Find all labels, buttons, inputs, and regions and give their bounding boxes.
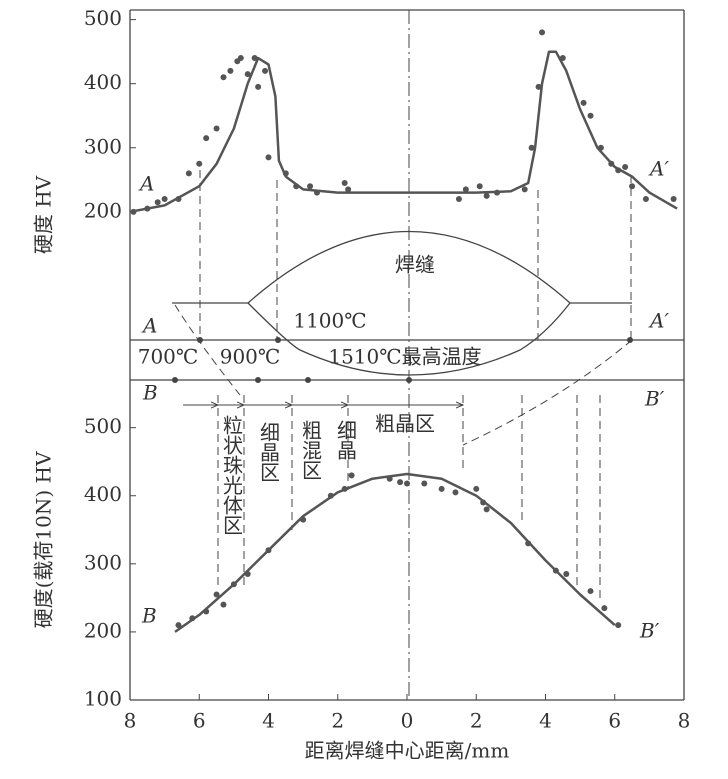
y-tick-label: 500	[84, 414, 122, 438]
zone-label: 粗混区	[299, 420, 323, 480]
data-point	[161, 196, 168, 203]
data-point	[213, 125, 220, 132]
temperature-label: 1100℃	[293, 309, 366, 333]
weld-label: 焊缝	[395, 253, 435, 277]
data-point	[580, 99, 587, 106]
temperature-label: 700℃	[138, 345, 199, 369]
x-tick-label: 2	[470, 709, 483, 733]
data-point	[473, 485, 480, 492]
y-tick-label: 400	[84, 482, 122, 506]
x-tick-label: 6	[608, 709, 621, 733]
line-b-left: B	[142, 381, 158, 405]
y-tick-label: 300	[84, 550, 122, 574]
data-point	[462, 186, 469, 193]
data-point	[521, 186, 528, 193]
y-tick-label: 500	[84, 6, 122, 30]
annotation: B	[141, 604, 157, 628]
x-tick-label: 8	[678, 709, 691, 733]
data-point	[539, 29, 546, 36]
data-point	[476, 183, 483, 190]
isotherm-right	[462, 339, 633, 446]
zone-label: 细晶	[334, 420, 358, 460]
temperature-label: 1510℃最高温度	[328, 345, 481, 369]
data-point	[175, 622, 182, 629]
data-point	[455, 196, 462, 203]
data-point	[220, 601, 227, 608]
x-tick-label: 4	[539, 709, 552, 733]
curve	[129, 50, 678, 214]
line-b-right: B′	[644, 387, 665, 411]
data-point	[404, 480, 410, 487]
data-point	[535, 83, 542, 90]
zone-label: 粗晶区	[375, 412, 435, 436]
data-point	[642, 196, 649, 203]
data-point	[341, 180, 348, 187]
data-point	[203, 135, 210, 142]
data-point	[483, 506, 490, 513]
y-tick-label: 400	[84, 70, 122, 94]
x-tick-label: 0	[401, 709, 414, 733]
data-point	[587, 112, 594, 119]
y-tick-label: 100	[84, 687, 122, 711]
data-point	[227, 67, 234, 74]
y-tick-label: 200	[84, 618, 122, 642]
data-point	[265, 154, 272, 161]
x-axis-title: 距离焊缝中心距离/mm	[305, 739, 510, 763]
boundary-lines	[199, 170, 632, 600]
isotherm-left	[174, 304, 241, 396]
data-point	[670, 196, 677, 203]
y-axis-title: 硬度 HV	[32, 175, 56, 254]
annotation: A	[138, 172, 154, 196]
data-point	[262, 67, 269, 74]
data-point	[345, 186, 352, 193]
x-tick-label: 8	[124, 709, 137, 733]
weld-top	[172, 230, 632, 304]
y-axis-title: 硬度(载荷10N) HV	[32, 451, 56, 628]
zone-label: 细晶区	[257, 422, 281, 482]
line-a-right: A′	[648, 309, 669, 333]
x-tick-label: 2	[331, 709, 344, 733]
data-point	[397, 479, 404, 486]
data-point	[154, 199, 161, 206]
data-point	[307, 183, 314, 190]
data-point	[255, 83, 262, 90]
temperature-label: 900℃	[220, 345, 281, 369]
x-tick-label: 6	[193, 709, 206, 733]
data-point	[615, 622, 622, 629]
data-point	[438, 485, 445, 492]
annotation: A′	[648, 157, 669, 181]
data-point	[528, 144, 535, 151]
data-point	[622, 163, 629, 170]
data-point	[251, 55, 258, 62]
line-a-left: A	[141, 314, 157, 338]
curve	[174, 472, 616, 633]
data-point	[587, 588, 594, 595]
data-point	[563, 571, 570, 578]
data-point	[421, 480, 428, 487]
data-point	[348, 472, 355, 479]
data-point	[483, 192, 490, 199]
data-point	[629, 183, 636, 190]
data-point	[213, 591, 220, 598]
x-tick-label: 4	[262, 709, 275, 733]
zone-label: 粒状珠光体区	[220, 415, 244, 535]
data-point	[452, 489, 459, 496]
data-point	[237, 55, 244, 62]
data-point	[601, 605, 608, 612]
fusion-line	[247, 302, 571, 376]
data-point	[244, 71, 251, 78]
annotation: B′	[639, 619, 660, 643]
data-point	[196, 160, 203, 167]
data-point	[220, 74, 227, 81]
y-tick-label: 200	[84, 198, 122, 222]
data-point	[185, 170, 192, 177]
y-tick-label: 300	[84, 134, 122, 158]
